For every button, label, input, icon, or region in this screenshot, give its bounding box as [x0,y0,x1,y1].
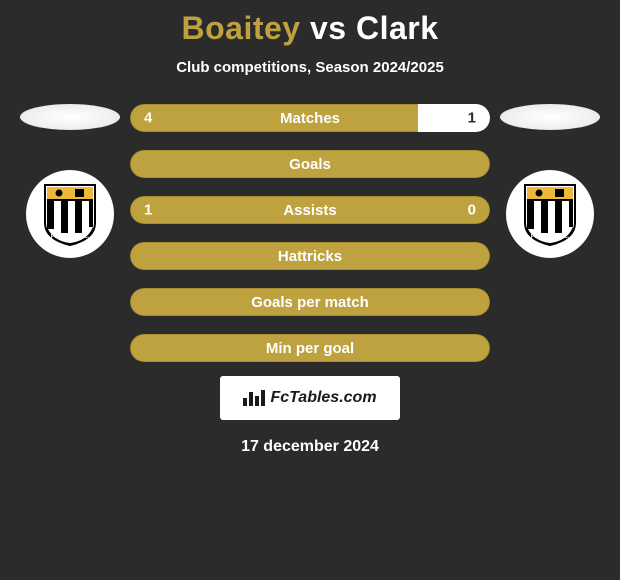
stat-label: Goals per match [251,294,369,311]
vs-text: vs [310,10,347,46]
stat-row: Matches 4 1 [130,104,490,132]
footer-date: 17 december 2024 [0,438,620,456]
stat-row: Hattricks [130,242,490,270]
player2-club-badge: PORT VALE F.C. [506,170,594,258]
comparison-title: Boaitey vs Clark [0,0,620,47]
player1-name: Boaitey [181,10,300,46]
svg-text:PORT VALE F.C.: PORT VALE F.C. [51,234,90,240]
left-badge-column: PORT VALE F.C. [10,104,130,258]
club-shield-icon: PORT VALE F.C. [521,181,579,247]
stat-label: Matches [280,110,340,127]
stat-label: Assists [283,202,336,219]
stat-value-right: 0 [468,202,476,219]
stat-row: Goals per match [130,288,490,316]
logo-bars-icon [243,390,265,406]
stat-row: Assists 1 0 [130,196,490,224]
stat-fill-right [418,104,490,132]
stat-row: Goals [130,150,490,178]
club-shield-icon: PORT VALE F.C. [41,181,99,247]
stats-column: Matches 4 1 Goals Assists 1 0 Hattricks Goals pe… [130,104,490,362]
player1-photo-placeholder [20,104,120,130]
stat-label: Goals [289,156,331,173]
logo-text: FcTables.com [270,389,376,407]
stat-row: Min per goal [130,334,490,362]
right-badge-column: PORT VALE F.C. [490,104,610,258]
player1-club-badge: PORT VALE F.C. [26,170,114,258]
branding-logo[interactable]: FcTables.com [220,376,400,420]
stat-label: Hattricks [278,248,342,265]
stat-value-left: 4 [144,110,152,127]
player2-name: Clark [356,10,439,46]
player2-photo-placeholder [500,104,600,130]
stat-value-right: 1 [468,110,476,127]
stat-label: Min per goal [266,340,354,357]
stat-value-left: 1 [144,202,152,219]
svg-text:PORT VALE F.C.: PORT VALE F.C. [531,234,570,240]
subtitle: Club competitions, Season 2024/2025 [0,59,620,76]
content-area: PORT VALE F.C. Matches 4 1 Goals Assists 1 0 Ha… [0,104,620,362]
